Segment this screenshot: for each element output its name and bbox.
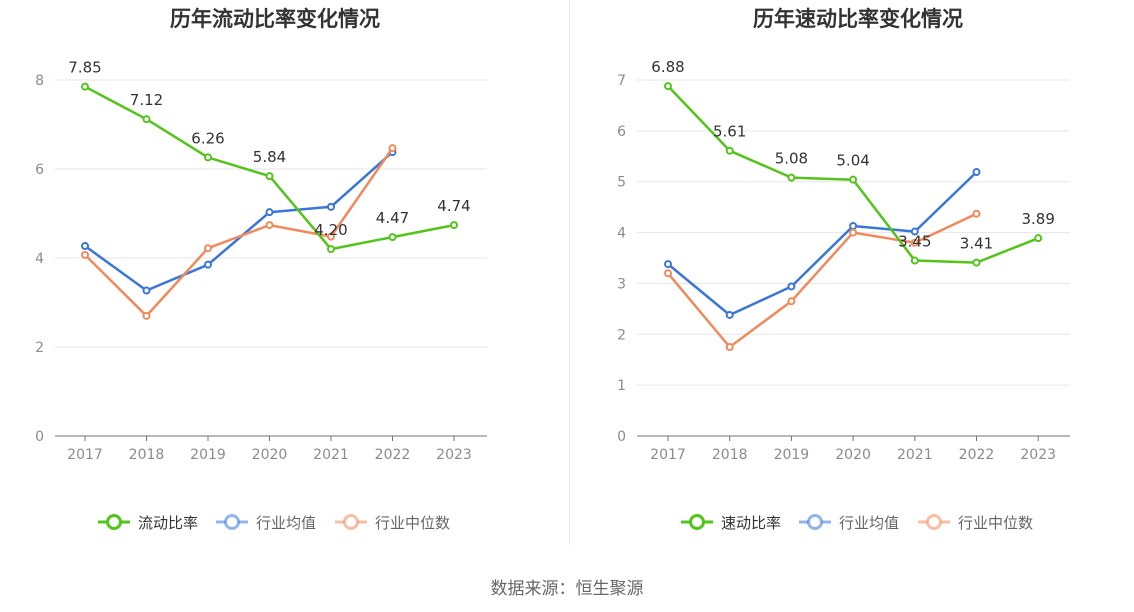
data-point: [725, 343, 734, 351]
x-tick-label: 2021: [313, 447, 349, 463]
data-point: [849, 221, 858, 230]
y-tick-label: 0: [35, 429, 44, 445]
series-line: [667, 171, 978, 317]
y-tick-label: 3: [617, 276, 626, 292]
data-label: 6.88: [651, 58, 684, 76]
data-point: [142, 311, 151, 320]
data-point: [388, 233, 397, 242]
data-label: 5.08: [775, 150, 808, 168]
y-tick-label: 0: [617, 429, 626, 445]
data-point: [787, 173, 796, 182]
legend-marker[interactable]: [343, 514, 359, 530]
data-label: 4.74: [437, 197, 470, 215]
y-tick-label: 4: [35, 251, 44, 267]
data-label: 7.12: [130, 91, 163, 109]
data-point: [910, 256, 919, 265]
data-point: [327, 202, 335, 211]
data-label: 4.47: [376, 209, 409, 227]
data-label: 3.89: [1021, 210, 1054, 228]
x-tick-label: 2019: [774, 447, 810, 463]
legend-marker[interactable]: [807, 514, 823, 530]
x-tick-label: 2022: [959, 447, 995, 463]
series-line: [84, 147, 394, 318]
y-tick-label: 2: [617, 327, 626, 343]
legend-label[interactable]: 行业均值: [839, 514, 899, 532]
data-point: [664, 82, 672, 91]
data-label: 4.20: [314, 221, 347, 239]
legend-label[interactable]: 速动比率: [721, 514, 781, 532]
x-tick-label: 2018: [712, 447, 748, 463]
data-point: [1034, 234, 1043, 243]
data-label: 5.84: [253, 148, 286, 166]
data-point: [664, 260, 672, 269]
data-point: [142, 115, 151, 124]
x-tick-label: 2023: [1020, 447, 1056, 463]
data-point: [81, 82, 89, 91]
legend-label[interactable]: 行业中位数: [375, 514, 450, 532]
data-point: [388, 144, 397, 153]
x-tick-label: 2018: [129, 447, 165, 463]
data-point: [327, 245, 335, 254]
chart-title: 历年流动比率变化情况: [170, 7, 380, 31]
data-point: [972, 258, 981, 267]
data-point: [204, 153, 212, 162]
y-tick-label: 2: [35, 340, 44, 356]
x-tick-label: 2017: [67, 447, 103, 463]
x-tick-label: 2020: [835, 447, 871, 463]
data-label: 3.41: [960, 235, 993, 253]
y-tick-label: 7: [617, 73, 626, 89]
data-point: [725, 146, 734, 155]
legend-marker[interactable]: [689, 514, 705, 530]
data-point: [265, 208, 274, 217]
data-point: [204, 260, 212, 269]
x-tick-label: 2019: [190, 447, 226, 463]
data-point: [450, 221, 458, 230]
panel-divider: [569, 0, 570, 545]
legend-label[interactable]: 行业均值: [256, 514, 316, 532]
legend-label[interactable]: 行业中位数: [958, 514, 1033, 532]
data-label: 5.04: [836, 152, 869, 170]
data-point: [972, 168, 981, 177]
data-point: [204, 244, 212, 253]
y-tick-label: 8: [35, 73, 44, 89]
data-point: [142, 286, 151, 295]
data-point: [327, 232, 335, 241]
series-line: [84, 151, 394, 292]
data-point: [81, 241, 89, 250]
data-point: [787, 282, 796, 291]
data-point: [265, 172, 274, 181]
legend-marker[interactable]: [106, 514, 122, 530]
x-tick-label: 2021: [897, 447, 933, 463]
series-line: [667, 212, 978, 349]
data-point: [81, 250, 89, 259]
legend-marker[interactable]: [224, 514, 240, 530]
data-point: [725, 310, 734, 319]
x-tick-label: 2020: [252, 447, 288, 463]
x-tick-label: 2023: [436, 447, 472, 463]
x-tick-label: 2017: [650, 447, 686, 463]
data-point: [910, 238, 919, 247]
legend-marker[interactable]: [926, 514, 942, 530]
legend-label[interactable]: 流动比率: [138, 514, 198, 532]
x-tick-label: 2022: [375, 447, 411, 463]
data-point: [849, 175, 858, 184]
data-point: [972, 209, 981, 218]
chart-title: 历年速动比率变化情况: [753, 7, 963, 31]
y-tick-label: 5: [617, 175, 626, 191]
data-point: [787, 297, 796, 306]
data-label: 7.85: [68, 59, 101, 77]
y-tick-label: 6: [35, 162, 44, 178]
data-label: 6.26: [191, 129, 224, 147]
y-tick-label: 6: [617, 124, 626, 140]
data-label: 5.61: [713, 123, 746, 141]
y-tick-label: 4: [617, 226, 626, 242]
data-label: 3.45: [898, 233, 931, 251]
data-point: [265, 221, 274, 230]
y-tick-label: 1: [617, 378, 626, 394]
data-point: [664, 269, 672, 278]
data-point: [849, 228, 858, 237]
data-point: [910, 227, 919, 236]
data-source-note: 数据来源：恒生聚源: [490, 579, 644, 599]
